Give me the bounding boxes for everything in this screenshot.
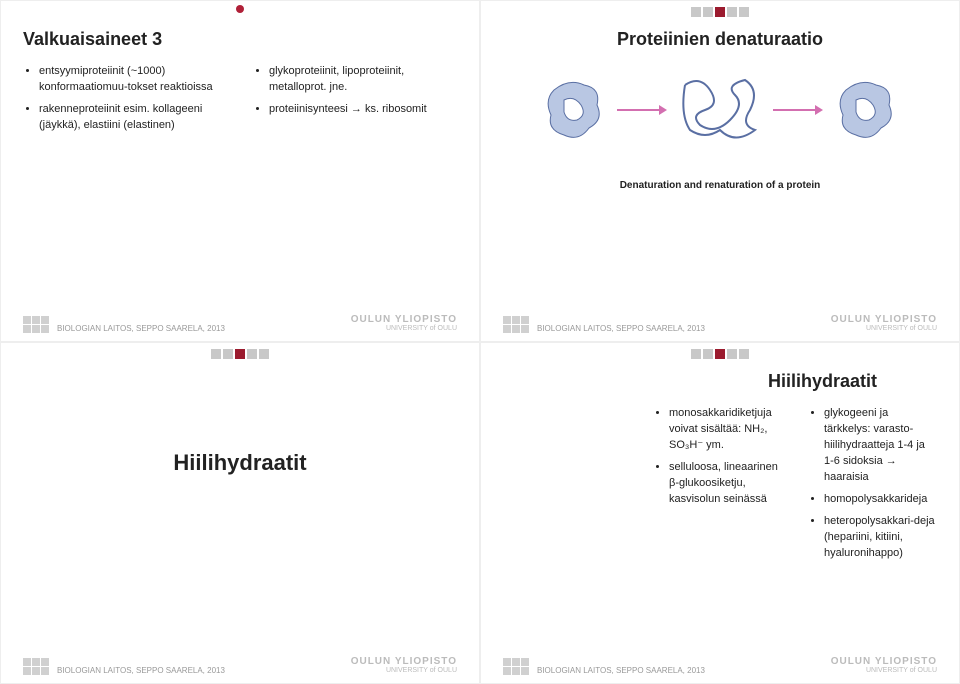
slide-footer: BIOLOGIAN LAITOS, SEPPO SAARELA, 2013 OU… bbox=[503, 656, 937, 675]
list-item: homopolysakkarideja bbox=[824, 492, 937, 508]
list-item: glykogeeni ja tärkkelys: varasto-hiilihy… bbox=[824, 406, 937, 486]
slide3-title: Hiilihydraatit bbox=[173, 450, 306, 476]
pixel-icon bbox=[23, 658, 49, 675]
slide2-title: Proteiinien denaturaatio bbox=[503, 29, 937, 50]
footer-text: BIOLOGIAN LAITOS, SEPPO SAARELA, 2013 bbox=[57, 666, 225, 675]
slide4-col2: glykogeeni ja tärkkelys: varasto-hiilihy… bbox=[808, 406, 937, 561]
slide-grid: Valkuaisaineet 3 entsyymiproteiinit (~10… bbox=[0, 0, 960, 684]
slide1-col2: glykoproteiinit, lipoproteiinit, metallo… bbox=[253, 64, 457, 118]
header-dot bbox=[236, 5, 244, 13]
footer-text: BIOLOGIAN LAITOS, SEPPO SAARELA, 2013 bbox=[57, 324, 225, 333]
list-item: monosakkaridiketjuja voivat sisältää: NH… bbox=[669, 406, 782, 454]
list-item: selluloosa, lineaarinen β-glukoosiketju,… bbox=[669, 460, 782, 508]
university-logo: OULUN YLIOPISTO UNIVERSITY of OULU bbox=[351, 314, 457, 333]
list-item: rakenneproteiinit esim. kollageeni (jäyk… bbox=[39, 102, 227, 134]
slide-4: Hiilihydraatit monosakkaridiketjuja voiv… bbox=[480, 342, 960, 684]
list-item: glykoproteiinit, lipoproteiinit, metallo… bbox=[269, 64, 457, 96]
footer-text: BIOLOGIAN LAITOS, SEPPO SAARELA, 2013 bbox=[537, 324, 705, 333]
arrow-icon bbox=[617, 107, 667, 113]
diagram-caption: Denaturation and renaturation of a prote… bbox=[503, 180, 937, 191]
slide-2: Proteiinien denaturaatio Denaturation an… bbox=[480, 0, 960, 342]
list-item: heteropolysakkari-deja (hepariini, kitii… bbox=[824, 514, 937, 562]
header-pixels bbox=[211, 349, 269, 359]
slide4-title: Hiilihydraatit bbox=[503, 371, 877, 392]
protein-diagram bbox=[503, 70, 937, 150]
slide-3: Hiilihydraatit BIOLOGIAN LAITOS, SEPPO S… bbox=[0, 342, 480, 684]
slide1-col1: entsyymiproteiinit (~1000) konformaatiom… bbox=[23, 64, 227, 134]
slide4-col1: monosakkaridiketjuja voivat sisältää: NH… bbox=[653, 406, 782, 508]
protein-denatured bbox=[675, 70, 765, 150]
slide-footer: BIOLOGIAN LAITOS, SEPPO SAARELA, 2013 OU… bbox=[23, 656, 457, 675]
protein-folded-2 bbox=[831, 70, 901, 150]
list-item: proteiinisynteesi → ks. ribosomit bbox=[269, 102, 457, 118]
pixel-icon bbox=[23, 316, 49, 333]
slide-footer: BIOLOGIAN LAITOS, SEPPO SAARELA, 2013 OU… bbox=[23, 314, 457, 333]
slide4-columns: monosakkaridiketjuja voivat sisältää: NH… bbox=[653, 406, 937, 567]
university-logo: OULUN YLIOPISTO UNIVERSITY of OULU bbox=[351, 656, 457, 675]
slide-1: Valkuaisaineet 3 entsyymiproteiinit (~10… bbox=[0, 0, 480, 342]
list-item: entsyymiproteiinit (~1000) konformaatiom… bbox=[39, 64, 227, 96]
header-pixels bbox=[691, 7, 749, 17]
slide1-title: Valkuaisaineet 3 bbox=[23, 29, 457, 50]
slide-footer: BIOLOGIAN LAITOS, SEPPO SAARELA, 2013 OU… bbox=[503, 314, 937, 333]
protein-folded-1 bbox=[539, 70, 609, 150]
slide1-columns: entsyymiproteiinit (~1000) konformaatiom… bbox=[23, 64, 457, 140]
header-pixels bbox=[691, 349, 749, 359]
arrow-icon bbox=[773, 107, 823, 113]
university-logo: OULUN YLIOPISTO UNIVERSITY of OULU bbox=[831, 656, 937, 675]
pixel-icon bbox=[503, 658, 529, 675]
pixel-icon bbox=[503, 316, 529, 333]
footer-text: BIOLOGIAN LAITOS, SEPPO SAARELA, 2013 bbox=[537, 666, 705, 675]
university-logo: OULUN YLIOPISTO UNIVERSITY of OULU bbox=[831, 314, 937, 333]
